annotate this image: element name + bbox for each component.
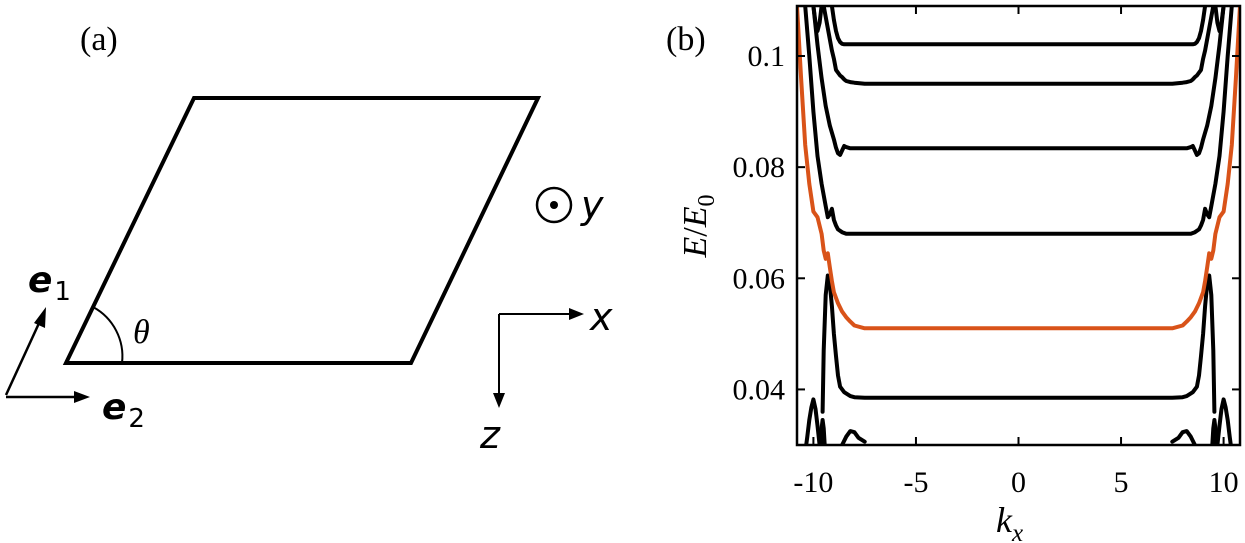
y-tick-label: 0.08	[733, 151, 786, 184]
e2-subscript: 2	[128, 404, 145, 434]
y-tick-label: 0.06	[733, 262, 786, 295]
rhombus-shape	[62, 96, 542, 365]
panel-a-label: (a)	[80, 21, 118, 58]
plot-frame	[795, 4, 1242, 447]
z-axis-label: z	[479, 413, 501, 457]
band-line	[804, 397, 822, 445]
y-tick-label: 0.1	[748, 40, 786, 73]
x-axis-label: x	[589, 295, 613, 339]
e1-arrow	[4, 320, 42, 396]
z-axis-arrowhead-icon	[493, 393, 505, 408]
x-axis-arrowhead-icon	[569, 308, 584, 320]
highlighted-band-line	[797, 6, 1240, 331]
y-axis-circle-icon	[535, 186, 573, 224]
panel-b-label: (b)	[666, 21, 706, 58]
band-line	[820, 273, 1217, 414]
band-line	[1213, 6, 1226, 33]
band-line	[1210, 418, 1219, 445]
e1-arrowhead-icon	[34, 307, 46, 328]
axis-ticks: -10 -5 0 5 10 0.04 0.06 0.08 0.1	[733, 6, 1240, 499]
panel-b: (b) -10 -5 0 5 10 0.04 0.06 0.08 0.1 kx E/E0	[666, 4, 1242, 543]
e2-label: e2	[102, 387, 145, 434]
x-tick-label: 10	[1209, 466, 1239, 499]
energy-bands	[797, 6, 1240, 445]
y-axis-dot-icon	[550, 201, 558, 209]
band-line	[1170, 429, 1197, 445]
y-tick-label: 0.04	[733, 373, 786, 406]
angle-arc	[92, 306, 124, 364]
panel-a: (a) θ e1 e2 y x z	[4, 21, 613, 457]
e1-subscript: 1	[54, 277, 71, 307]
x-tick-label: -5	[903, 466, 928, 499]
x-tick-label: -10	[793, 466, 833, 499]
band-line	[840, 429, 867, 445]
band-line	[1215, 397, 1233, 445]
e1-label: e1	[28, 260, 71, 307]
x-axis-title: kx	[996, 500, 1023, 543]
y-axis-label: y	[580, 183, 604, 227]
y-axis-title: E/E0	[677, 194, 720, 258]
x-axis-title-sub: x	[1011, 520, 1023, 543]
x-tick-label: 0	[1011, 466, 1026, 499]
band-line	[829, 6, 1208, 47]
band-line	[818, 418, 827, 445]
band-line	[821, 6, 1216, 86]
angle-label: θ	[133, 314, 150, 351]
band-line	[803, 6, 1234, 236]
band-line	[811, 6, 824, 33]
band-line	[811, 6, 1226, 157]
y-axis-title-sub: 0	[694, 194, 720, 206]
e2-arrowhead-icon	[74, 391, 90, 403]
x-tick-label: 5	[1114, 466, 1129, 499]
